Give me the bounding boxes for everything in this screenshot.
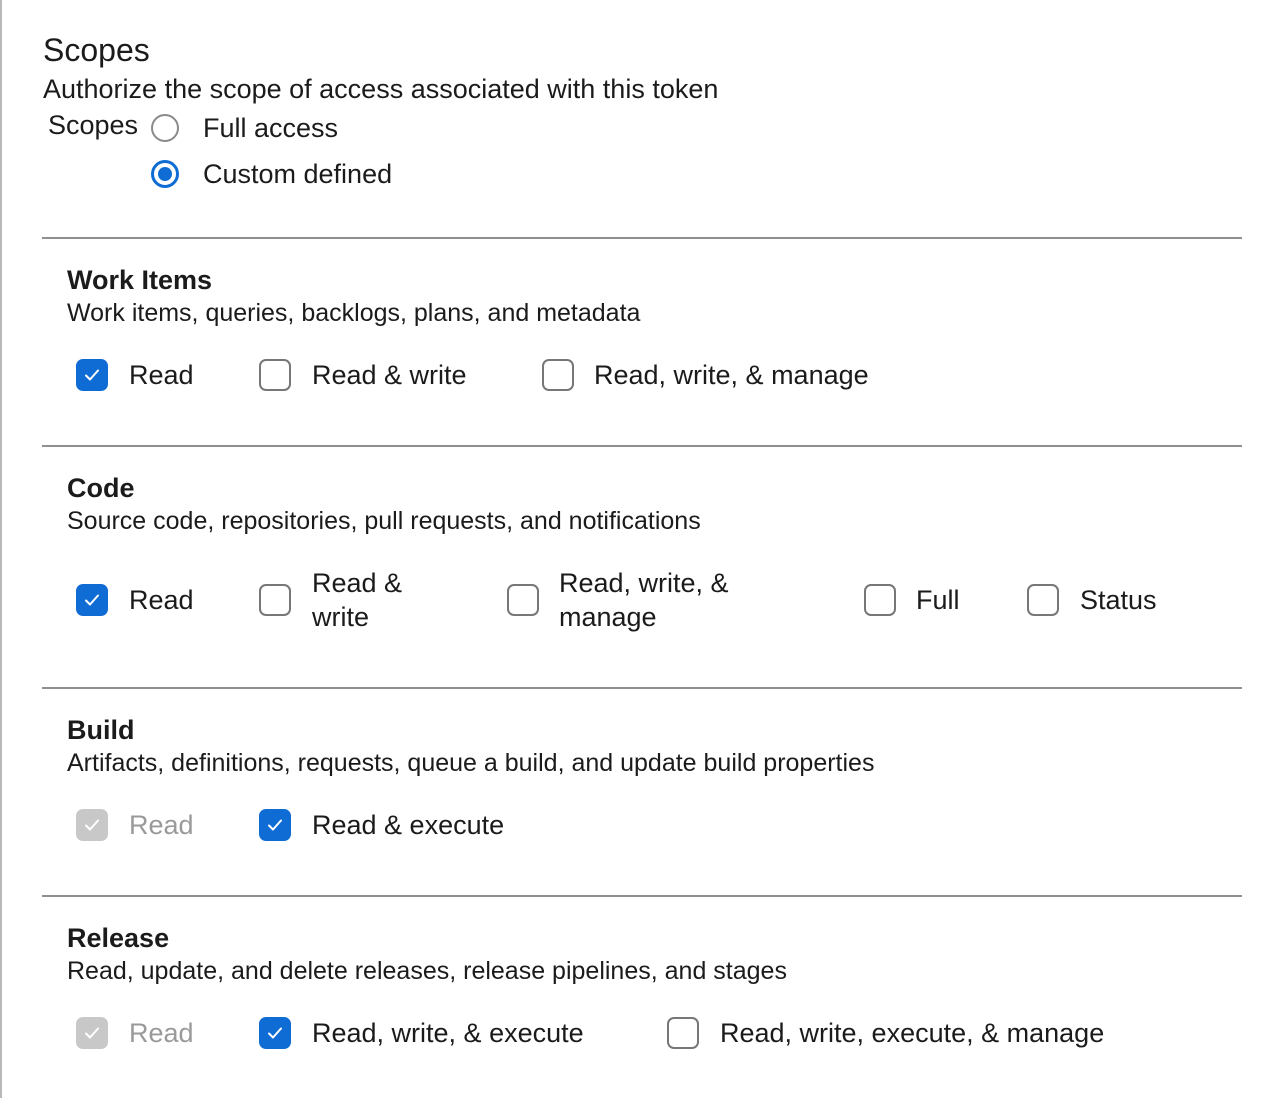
checkbox[interactable] [259, 809, 291, 841]
checkbox-label: Read [129, 1018, 194, 1048]
checkbox[interactable] [864, 584, 896, 616]
section-title: Build [67, 715, 135, 745]
checkmark-icon [268, 819, 282, 831]
checkbox-label[interactable]: Read & write [312, 360, 467, 390]
radio-label[interactable]: Full access [203, 113, 339, 143]
checkmark-icon [85, 819, 99, 831]
section-divider [42, 895, 1242, 897]
checkbox [76, 809, 108, 841]
section-title: Release [67, 923, 170, 953]
page-subtitle: Authorize the scope of access associated… [43, 74, 719, 104]
checkbox[interactable] [542, 359, 574, 391]
checkbox-label: Read [129, 810, 194, 840]
checkbox[interactable] [507, 584, 539, 616]
checkbox[interactable] [76, 584, 108, 616]
checkbox-label[interactable]: Status [1080, 585, 1157, 615]
checkbox[interactable] [1027, 584, 1059, 616]
checkbox-label[interactable]: Read [129, 585, 194, 615]
checkbox-label[interactable]: Read [129, 360, 194, 390]
checkbox-label[interactable]: Read & execute [312, 810, 505, 840]
checkbox-label[interactable]: Read, write, execute, & manage [720, 1018, 1105, 1048]
left-border [0, 0, 2, 1098]
checkbox-label[interactable]: Read, write, & manage [594, 360, 869, 390]
section-description: Artifacts, definitions, requests, queue … [67, 749, 875, 777]
checkbox-label[interactable]: Full [916, 585, 960, 615]
checkbox [76, 1017, 108, 1049]
checkbox[interactable] [667, 1017, 699, 1049]
radio-button[interactable] [151, 114, 179, 142]
section-description: Work items, queries, backlogs, plans, an… [67, 299, 641, 327]
section-divider [42, 237, 1242, 239]
checkbox[interactable] [259, 584, 291, 616]
checkmark-icon [268, 1027, 282, 1039]
section-divider [42, 445, 1242, 447]
section-title: Code [67, 473, 135, 503]
radio-label[interactable]: Custom defined [203, 159, 393, 189]
checkbox-label[interactable]: Read, write, & execute [312, 1018, 584, 1048]
checkbox-label[interactable]: Read, write, & manage [559, 568, 729, 632]
checkbox[interactable] [259, 359, 291, 391]
checkbox[interactable] [76, 359, 108, 391]
section-description: Read, update, and delete releases, relea… [67, 957, 787, 985]
section-divider [42, 687, 1242, 689]
section-title: Work Items [67, 265, 213, 295]
checkbox[interactable] [259, 1017, 291, 1049]
scopes-label: Scopes [48, 110, 139, 140]
checkmark-icon [85, 594, 99, 606]
checkmark-icon [85, 1027, 99, 1039]
page-title: Scopes [43, 32, 150, 68]
checkbox-label[interactable]: Read & write [312, 568, 403, 632]
radio-button[interactable] [151, 160, 179, 188]
checkmark-icon [85, 369, 99, 381]
section-description: Source code, repositories, pull requests… [67, 507, 701, 535]
